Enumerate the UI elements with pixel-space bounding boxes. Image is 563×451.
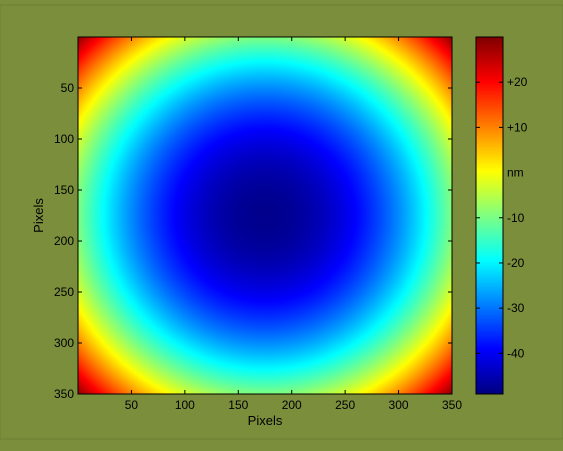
y-tick-label: 100 [54, 132, 74, 146]
colorbar-tick-label: +10 [507, 120, 528, 134]
colorbar-gradient [476, 37, 503, 394]
colorbar-tick-label: -10 [507, 211, 525, 225]
y-axis: 50 100 150 200 250 300 350 [54, 81, 452, 401]
colorbar-tick-label: -20 [507, 256, 525, 270]
x-tick-label: 300 [389, 398, 409, 412]
y-axis-label: Pixels [31, 198, 46, 233]
plot-area: 50 100 150 200 250 300 350 50 100 150 200 250 300 35… [54, 36, 462, 412]
x-tick-label: 50 [125, 398, 139, 412]
y-tick-label: 250 [54, 285, 74, 299]
colorbar-tick-label: -40 [507, 346, 525, 360]
colorbar-tick-label: -30 [507, 301, 525, 315]
colorbar-tick-label: +20 [507, 75, 528, 89]
x-tick-label: 150 [228, 398, 248, 412]
x-tick-label: 250 [335, 398, 355, 412]
colorbar-ticks: +20 +10 -10 -20 -30 -40 [476, 75, 528, 360]
heatmap-image [78, 37, 452, 394]
y-tick-label: 50 [61, 81, 75, 95]
y-tick-label: 150 [54, 183, 74, 197]
colorbar-border [475, 36, 504, 395]
colorbar-label: nm [507, 166, 524, 180]
x-axis: 50 100 150 200 250 300 350 [125, 37, 462, 412]
colorbar: +20 +10 -10 -20 -30 -40 nm [475, 36, 528, 395]
x-axis-label: Pixels [248, 413, 283, 428]
x-tick-label: 350 [442, 398, 462, 412]
figure-frame [0, 4, 563, 440]
y-tick-label: 300 [54, 336, 74, 350]
plot-border [77, 36, 453, 395]
x-tick-label: 100 [175, 398, 195, 412]
y-tick-label: 200 [54, 234, 74, 248]
x-tick-label: 200 [282, 398, 302, 412]
y-tick-label: 350 [54, 387, 74, 401]
